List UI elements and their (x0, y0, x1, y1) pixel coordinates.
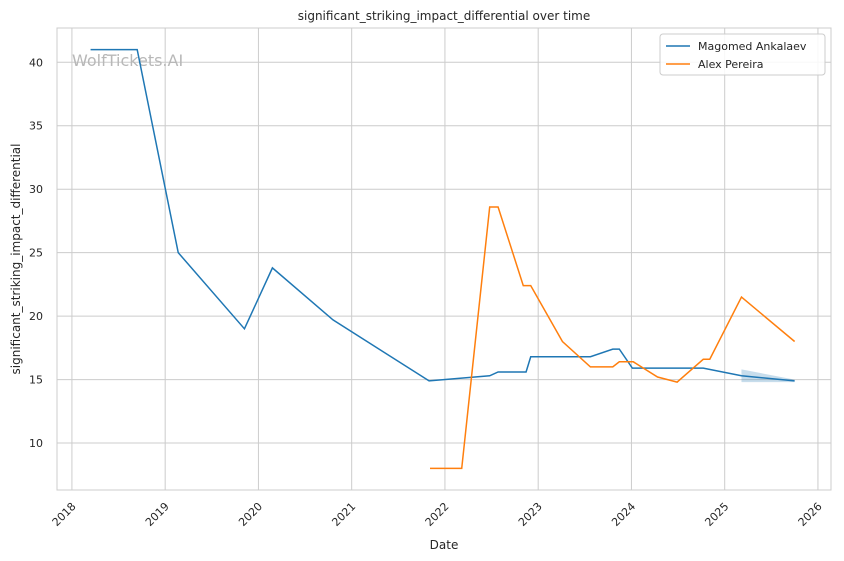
watermark: WolfTickets.AI (72, 51, 183, 70)
y-tick-label: 10 (29, 437, 43, 450)
ticks: 2018 2019 2020 2021 2022 2023 2024 2025 20261015… (29, 56, 825, 529)
y-tick-label: 25 (29, 247, 43, 260)
series-line-pereira (430, 206, 796, 470)
x-tick-label: 2023 (516, 500, 545, 529)
chart-title: significant_striking_impact_differential… (298, 9, 590, 23)
y-tick-label: 40 (29, 56, 43, 69)
x-tick-label: 2020 (236, 500, 265, 529)
x-tick-label: 2019 (143, 500, 172, 529)
y-tick-label: 20 (29, 310, 43, 323)
series-group (90, 48, 796, 470)
legend-label-ankalaev: Magomed Ankalaev (698, 40, 807, 53)
series-line-ankalaev (90, 48, 795, 382)
y-tick-label: 30 (29, 183, 43, 196)
legend: Magomed Ankalaev Alex Pereira (659, 33, 826, 76)
x-tick-label: 2024 (609, 500, 638, 529)
grid (57, 28, 831, 490)
x-tick-label: 2022 (423, 500, 452, 529)
x-tick-label: 2025 (702, 500, 731, 529)
y-tick-label: 35 (29, 120, 43, 133)
y-axis-label: significant_striking_impact_differential (9, 144, 23, 375)
x-axis-label: Date (430, 538, 459, 552)
x-tick-label: 2026 (796, 500, 825, 529)
y-tick-label: 15 (29, 374, 43, 387)
plot-frame (56, 27, 832, 491)
x-tick-label: 2021 (329, 500, 358, 529)
x-tick-label: 2018 (50, 500, 79, 529)
legend-label-pereira: Alex Pereira (698, 58, 764, 71)
